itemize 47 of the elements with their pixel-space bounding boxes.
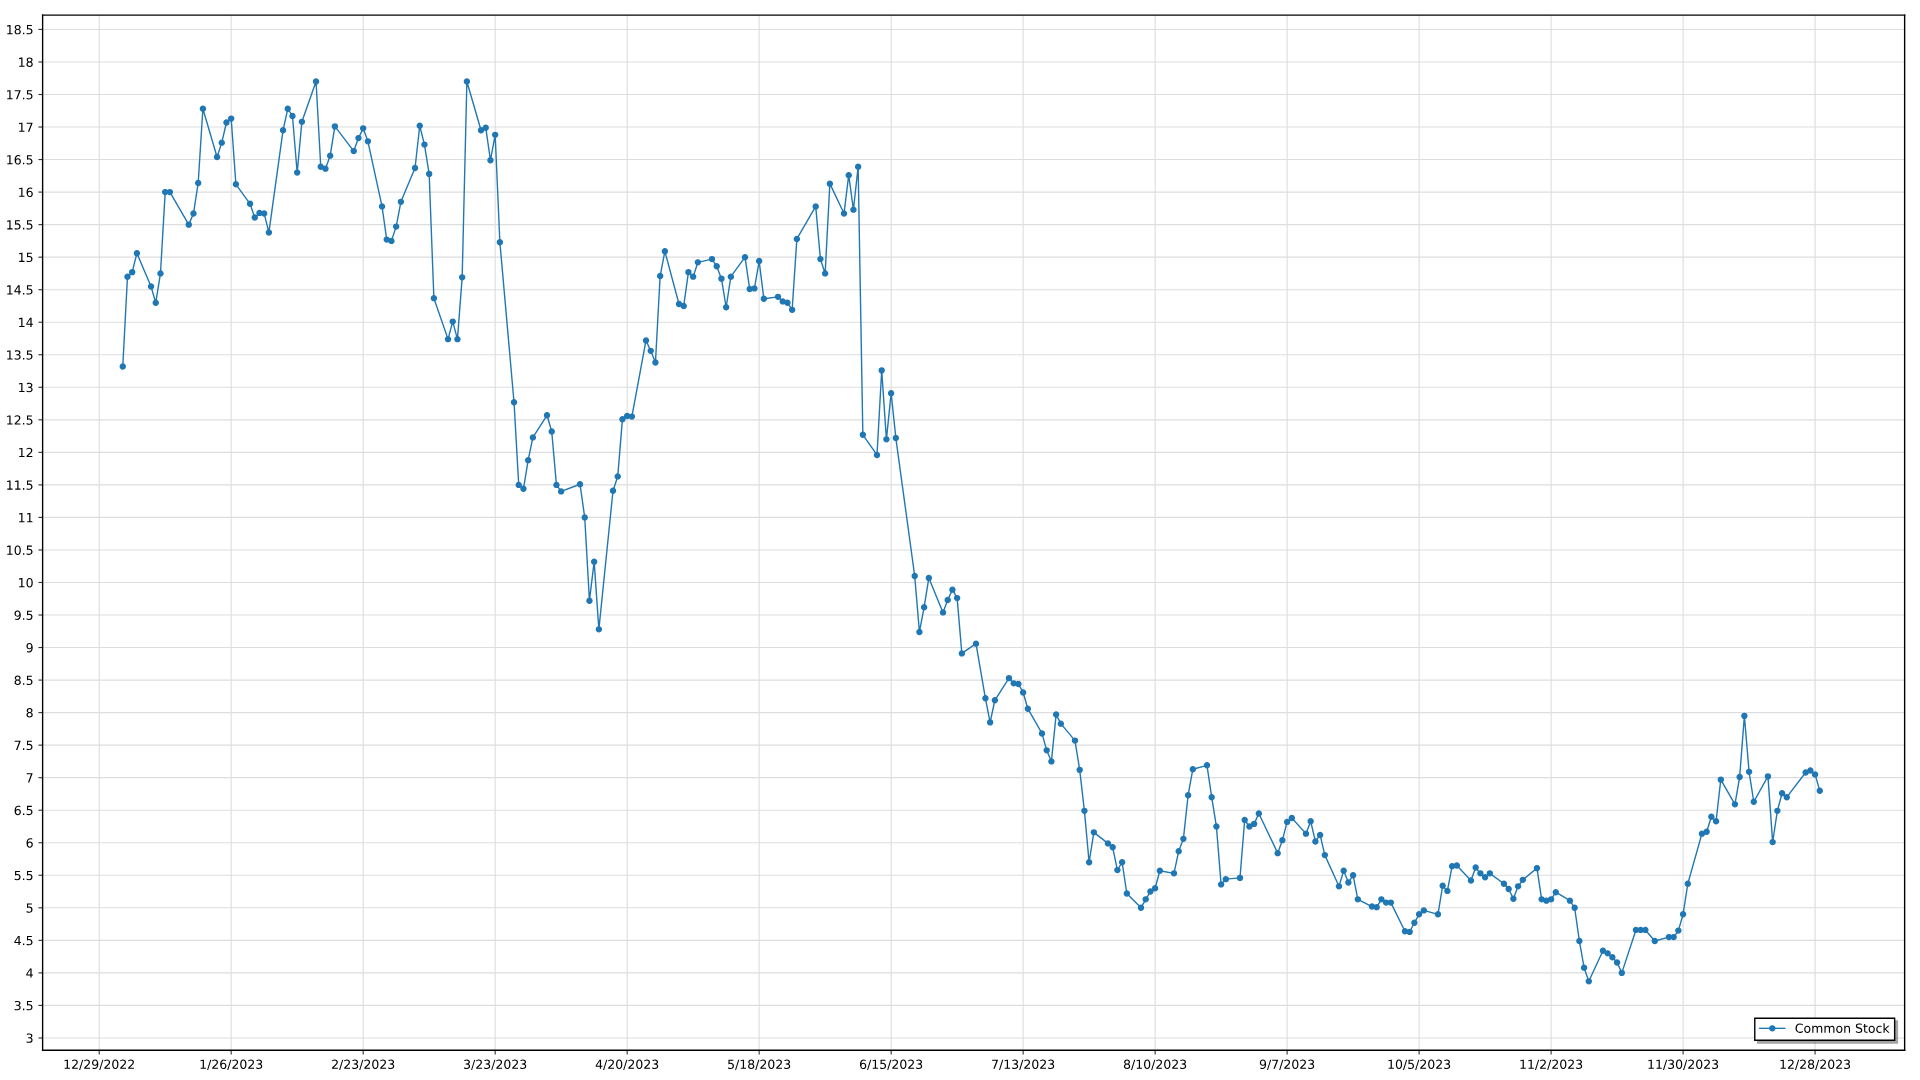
y-tick-label: 11.5: [7, 480, 33, 490]
x-tick-label: 12/29/2022: [64, 1059, 134, 1070]
x-tick-label: 4/20/2023: [595, 1059, 659, 1070]
y-tick-label: 4.5: [14, 935, 33, 946]
y-tick-label: 8.5: [14, 675, 33, 686]
y-tick-label: 5: [26, 903, 33, 913]
x-tick-label: 6/15/2023: [859, 1059, 923, 1070]
x-tick-label: 11/30/2023: [1648, 1059, 1719, 1070]
x-tick-label: 5/18/2023: [728, 1059, 791, 1070]
y-tick-label: 5.5: [14, 870, 33, 881]
y-tick-label: 3.5: [14, 1000, 33, 1011]
x-tick-label: 9/7/2023: [1259, 1059, 1315, 1070]
x-tick-label: 2/23/2023: [332, 1059, 395, 1070]
y-tick-label: 16.5: [7, 155, 33, 165]
y-tick-label: 11: [19, 513, 33, 523]
x-tick-label: 11/2/2023: [1520, 1059, 1583, 1070]
y-tick-label: 10.5: [7, 545, 33, 555]
y-tick-label: 13.5: [7, 350, 33, 360]
y-tick-label: 6.5: [14, 805, 33, 816]
x-tick-label: 10/5/2023: [1388, 1059, 1451, 1070]
y-tick-label: 8: [26, 708, 33, 718]
y-tick-label: 3: [26, 1033, 33, 1043]
y-tick-label: 14.5: [7, 285, 33, 295]
y-tick-label: 15: [19, 252, 33, 263]
y-tick-label: 9: [26, 643, 33, 653]
y-tick-label: 9.5: [14, 610, 33, 620]
x-tick-label: 3/23/2023: [464, 1059, 527, 1070]
y-tick-label: 14: [19, 317, 33, 327]
y-tick-label: 4: [26, 968, 33, 978]
y-tick-label: 16: [19, 187, 33, 198]
legend-label: Common Stock: [1795, 1023, 1890, 1033]
x-tick-label: 12/28/2023: [1780, 1059, 1851, 1070]
y-tick-label: 17.5: [7, 90, 33, 100]
y-tick-label: 13: [19, 382, 33, 393]
x-tick-label: 8/10/2023: [1123, 1059, 1187, 1070]
y-tick-label: 15.5: [7, 220, 33, 230]
y-tick-label: 12.5: [7, 415, 33, 425]
y-tick-label: 17: [19, 122, 33, 132]
x-tick-label: 1/26/2023: [200, 1059, 263, 1070]
y-tick-label: 10: [19, 577, 33, 588]
y-tick-label: 7: [26, 773, 33, 783]
y-tick-label: 6: [26, 838, 33, 848]
y-tick-label: 18.5: [7, 24, 33, 35]
x-tick-label: 7/13/2023: [992, 1059, 1055, 1070]
y-tick-label: 12: [19, 447, 33, 458]
y-tick-label: 18: [19, 57, 33, 67]
y-tick-label: 7.5: [14, 740, 33, 751]
